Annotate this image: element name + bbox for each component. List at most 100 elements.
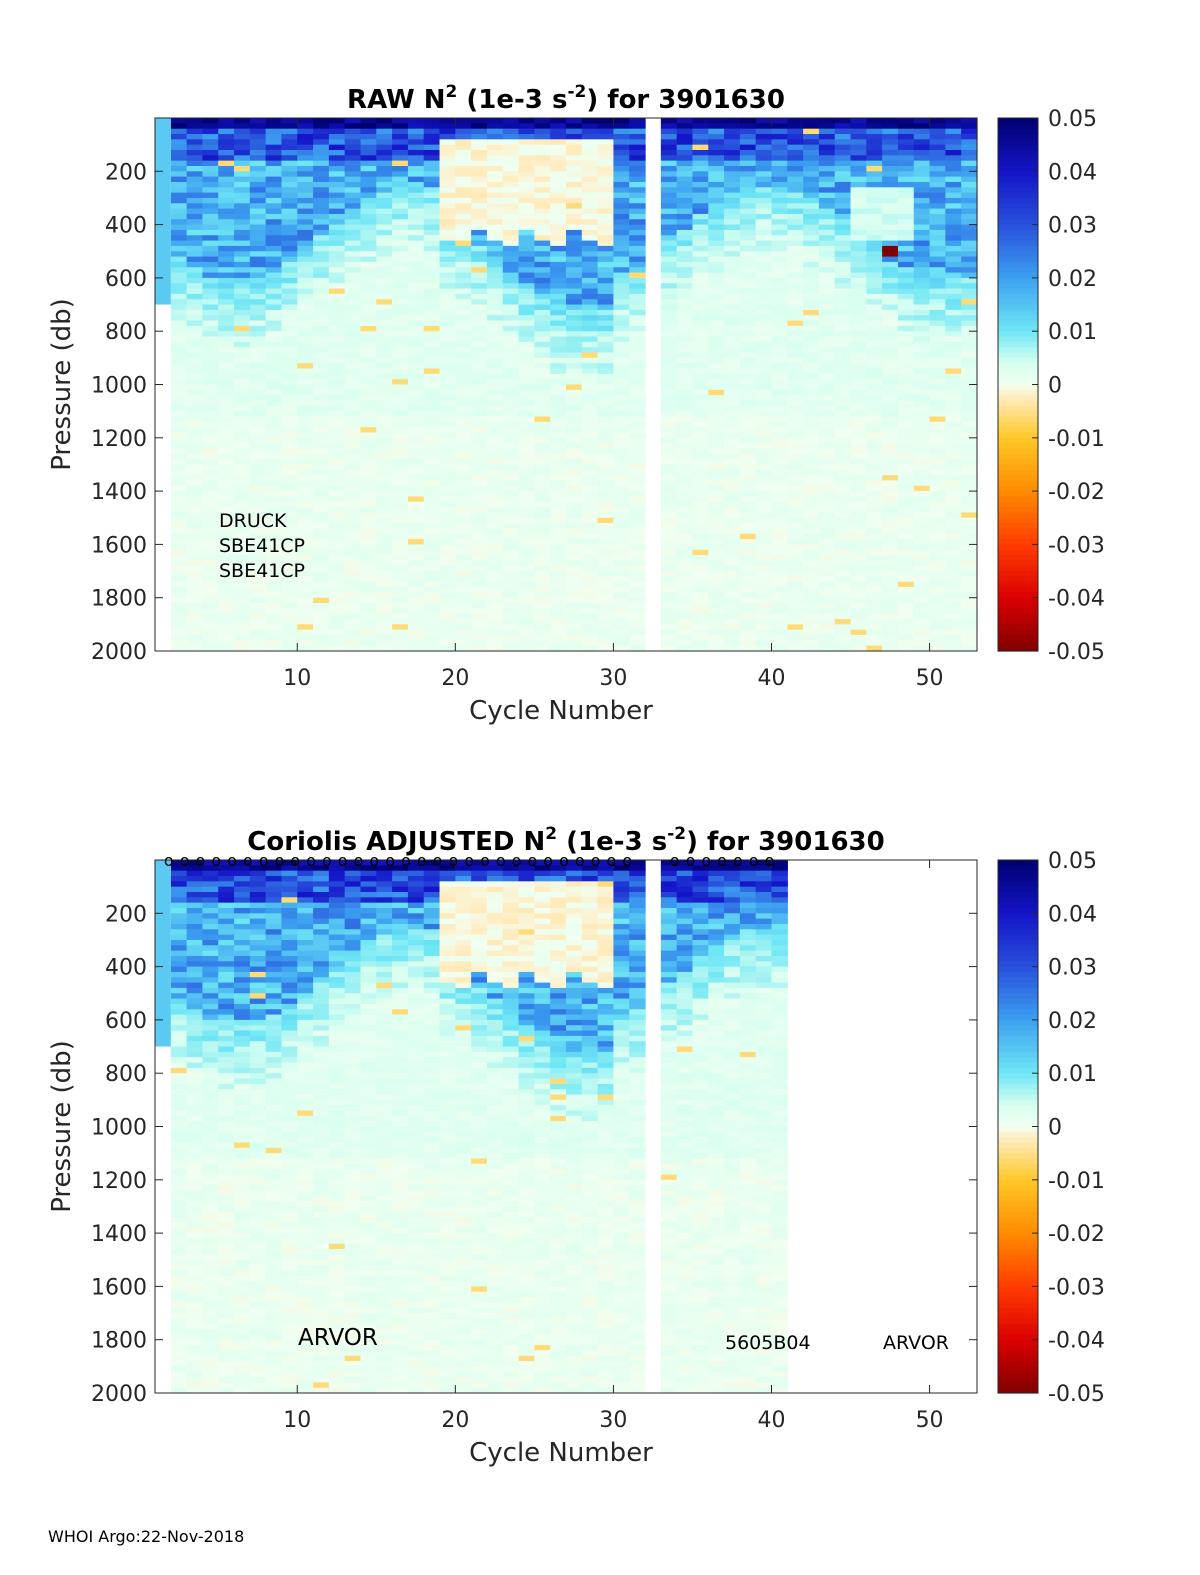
heatmap-cell (850, 587, 867, 593)
heatmap-cell (581, 443, 599, 450)
heatmap-cell (771, 635, 788, 641)
heatmap-cell (392, 240, 409, 247)
heatmap-cell (724, 613, 741, 620)
heatmap-cell (249, 336, 267, 343)
heatmap-cell (818, 501, 836, 508)
heatmap-cell (692, 171, 709, 178)
heatmap-cell (471, 448, 488, 455)
heatmap-cell (328, 235, 346, 242)
heatmap-cell (328, 363, 346, 370)
heatmap-cell (344, 288, 362, 295)
heatmap-cell (613, 416, 630, 423)
heatmap-cell (818, 128, 836, 135)
heatmap-cell (660, 256, 678, 263)
heatmap-cell (486, 453, 504, 460)
heatmap-cell (486, 507, 504, 514)
heatmap-cell (961, 475, 978, 482)
heatmap-cell (866, 480, 883, 487)
heatmap-cell (550, 448, 567, 455)
heatmap-cell (328, 123, 346, 130)
heatmap-cell (313, 469, 330, 476)
heatmap-cell (882, 624, 899, 631)
heatmap-cell (534, 491, 551, 498)
heatmap-cell (629, 533, 646, 540)
heatmap-cell (407, 469, 425, 476)
heatmap-cell (850, 155, 867, 162)
heatmap-cell (629, 565, 646, 572)
heatmap-cell (486, 165, 504, 172)
heatmap-cell (597, 128, 615, 135)
heatmap-cell (581, 368, 599, 375)
heatmap-cell (929, 171, 946, 178)
heatmap-cell (313, 571, 330, 577)
heatmap-cell (202, 613, 219, 620)
heatmap-cell (534, 485, 551, 492)
heatmap-cell (392, 235, 409, 242)
heatmap-cell (929, 496, 946, 503)
heatmap-cell (929, 187, 946, 194)
heatmap-cell (660, 203, 678, 210)
heatmap-cell (407, 176, 425, 183)
heatmap-cell (439, 411, 456, 418)
heatmap-cell (566, 224, 583, 231)
heatmap-cell (249, 512, 267, 519)
heatmap-cell (486, 629, 504, 636)
heatmap-cell (471, 203, 488, 210)
heatmap-cell (818, 187, 836, 194)
heatmap-cell (376, 507, 393, 514)
heatmap-cell (613, 379, 630, 386)
heatmap-cell (739, 560, 757, 567)
heatmap-cell (376, 283, 393, 290)
heatmap-cell (660, 400, 678, 407)
heatmap-cell (186, 235, 204, 242)
heatmap-cell (170, 341, 188, 348)
heatmap-cell (439, 453, 456, 460)
heatmap-cell (834, 432, 852, 439)
heatmap-cell (328, 133, 346, 140)
heatmap-cell (234, 197, 251, 204)
heatmap-cell (834, 149, 852, 156)
heatmap-cell (471, 624, 488, 631)
heatmap-cell (281, 448, 298, 455)
heatmap-cell (882, 320, 899, 327)
heatmap-cell (803, 203, 820, 210)
heatmap-cell (929, 475, 946, 482)
heatmap-cell (818, 539, 836, 545)
heatmap-cell (202, 549, 219, 556)
heatmap-cell (534, 347, 551, 354)
heatmap-cell (534, 603, 551, 609)
heatmap-cell (439, 373, 456, 380)
heatmap-cell (502, 123, 520, 130)
heatmap-cell (787, 181, 804, 188)
heatmap-cell (376, 421, 393, 428)
heatmap-cell (708, 560, 725, 567)
heatmap-cell (724, 181, 741, 188)
heatmap-cell (202, 368, 219, 375)
heatmap-cell (597, 288, 615, 295)
heatmap-cell (186, 640, 204, 647)
heatmap-cell (550, 251, 567, 258)
heatmap-cell (613, 251, 630, 258)
heatmap-cell (376, 613, 393, 620)
heatmap-cell (439, 118, 456, 124)
heatmap-cell (471, 544, 488, 551)
heatmap-cell (534, 118, 551, 124)
heatmap-cell (186, 309, 204, 316)
heatmap-cell (455, 448, 472, 455)
heatmap-cell (455, 277, 472, 284)
heatmap-cell (629, 293, 646, 300)
heatmap-cell (676, 539, 694, 545)
heatmap-cell (597, 587, 615, 593)
heatmap-cell (945, 416, 962, 423)
heatmap-cell (897, 144, 915, 151)
heatmap-cell (455, 357, 472, 364)
heatmap-cell (186, 229, 204, 236)
heatmap-cell (755, 421, 773, 428)
heatmap-cell (597, 491, 615, 498)
heatmap-cell (834, 539, 852, 545)
heatmap-cell (692, 283, 709, 290)
heatmap-cell (170, 405, 188, 412)
heatmap-cell (344, 629, 362, 636)
heatmap-cell (392, 496, 409, 503)
heatmap-cell (660, 165, 678, 172)
